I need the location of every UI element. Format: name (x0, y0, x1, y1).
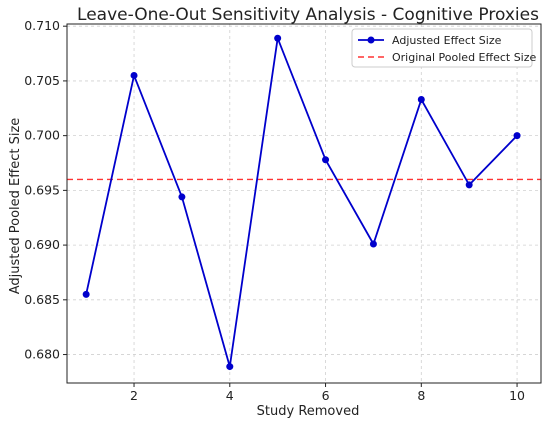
data-point (178, 193, 186, 201)
data-point (369, 240, 377, 248)
y-tick-label: 0.710 (24, 18, 60, 33)
y-tick-label: 0.690 (24, 237, 60, 252)
data-point (274, 34, 282, 42)
y-tick-label: 0.680 (24, 347, 60, 362)
y-tick-label: 0.705 (24, 73, 60, 88)
x-tick-label: 2 (130, 388, 138, 403)
data-points (82, 34, 521, 371)
grid (67, 24, 541, 383)
x-tick-label: 10 (509, 388, 525, 403)
chart-title: Leave-One-Out Sensitivity Analysis - Cog… (77, 5, 539, 25)
data-point (513, 132, 521, 140)
x-tick-label: 6 (322, 388, 330, 403)
legend-series-marker (367, 36, 375, 44)
data-point (82, 290, 90, 298)
y-axis-ticks: 0.680 0.685 0.690 0.695 0.700 0.705 0.710 (24, 18, 67, 362)
data-point (465, 181, 473, 189)
legend-reference-label: Original Pooled Effect Size (392, 51, 537, 64)
data-point (130, 71, 138, 79)
legend-box (351, 28, 533, 68)
legend-series-label: Adjusted Effect Size (392, 34, 502, 47)
y-tick-label: 0.695 (24, 182, 60, 197)
y-axis-label: Adjusted Pooled Effect Size (8, 118, 23, 295)
plot-frame (66, 23, 542, 384)
data-point (226, 363, 234, 371)
x-axis-label: Study Removed (257, 404, 360, 419)
data-point (322, 156, 330, 164)
legend: Adjusted Effect Size Original Pooled Eff… (351, 28, 537, 68)
adjusted-effect-series-line (85, 34, 518, 367)
x-axis-ticks: 2 4 6 8 10 (130, 383, 525, 403)
y-tick-label: 0.700 (24, 128, 60, 143)
y-tick-label: 0.685 (24, 292, 60, 307)
x-tick-label: 4 (226, 388, 234, 403)
data-point (417, 96, 425, 104)
x-tick-label: 8 (417, 388, 425, 403)
